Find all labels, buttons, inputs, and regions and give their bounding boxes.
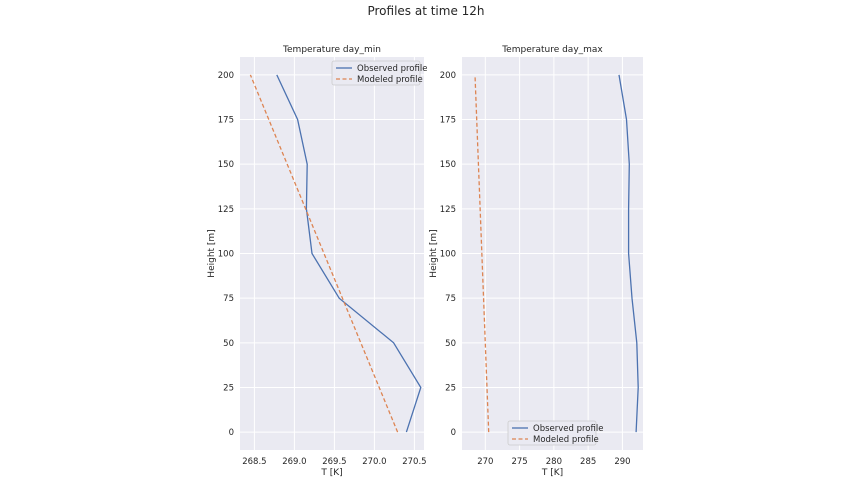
legend-box bbox=[507, 420, 597, 446]
y-tick-label: 0 bbox=[229, 428, 234, 438]
y-tick-label: 50 bbox=[223, 339, 234, 349]
y-tick-label: 100 bbox=[218, 250, 234, 260]
legend-entry: Observed profile bbox=[533, 424, 603, 434]
y-tick-label: 100 bbox=[440, 250, 456, 260]
y-tick-label: 150 bbox=[440, 160, 456, 170]
y-axis-label: Height [m] bbox=[429, 229, 439, 277]
series-line-observed bbox=[276, 74, 422, 433]
chart-title: Temperature day_min bbox=[282, 45, 381, 55]
legend-entry: Modeled profile bbox=[357, 75, 423, 85]
figure-suptitle: Profiles at time 12h bbox=[367, 4, 484, 18]
y-tick-label: 50 bbox=[445, 339, 456, 349]
x-tick-label: 268.5 bbox=[242, 457, 266, 467]
legend-entry: Observed profile bbox=[357, 64, 427, 74]
y-tick-label: 200 bbox=[440, 71, 456, 81]
y-tick-label: 125 bbox=[218, 205, 234, 215]
x-tick-label: 285 bbox=[580, 457, 596, 467]
x-axis-label: T [K] bbox=[541, 468, 563, 478]
y-tick-label: 0 bbox=[451, 428, 456, 438]
series-line-observed bbox=[618, 74, 639, 433]
y-axis-label: Height [m] bbox=[207, 229, 217, 277]
x-tick-label: 270.0 bbox=[362, 457, 386, 467]
y-tick-label: 150 bbox=[218, 160, 234, 170]
chart-panel-2: 270 275 280 285 290 0 25 50 75 100 125 150 175 200 Tem… bbox=[429, 45, 643, 478]
x-tick-label: 290 bbox=[614, 457, 630, 467]
x-tick-label: 280 bbox=[546, 457, 562, 467]
x-tick-label: 269.0 bbox=[282, 457, 306, 467]
chart-panel-1: 268.5 269.0 269.5 270.0 270.5 0 25 50 75 100 125 15… bbox=[207, 45, 427, 478]
x-tick-label: 270 bbox=[477, 457, 493, 467]
y-tick-label: 175 bbox=[440, 116, 456, 126]
chart-title: Temperature day_max bbox=[501, 45, 603, 55]
y-tick-label: 125 bbox=[440, 205, 456, 215]
x-axis-label: T [K] bbox=[320, 468, 342, 478]
y-tick-label: 175 bbox=[218, 116, 234, 126]
series-line-modeled bbox=[249, 74, 399, 433]
legend-box bbox=[331, 60, 421, 86]
series-line-modeled bbox=[474, 74, 490, 433]
y-tick-label: 75 bbox=[445, 294, 456, 304]
y-tick-label: 75 bbox=[223, 294, 234, 304]
x-tick-label: 275 bbox=[511, 457, 527, 467]
y-tick-label: 200 bbox=[218, 71, 234, 81]
x-tick-label: 269.5 bbox=[322, 457, 346, 467]
x-tick-label: 270.5 bbox=[402, 457, 426, 467]
y-tick-label: 25 bbox=[223, 383, 234, 393]
legend-entry: Modeled profile bbox=[533, 435, 599, 445]
y-tick-label: 25 bbox=[445, 383, 456, 393]
